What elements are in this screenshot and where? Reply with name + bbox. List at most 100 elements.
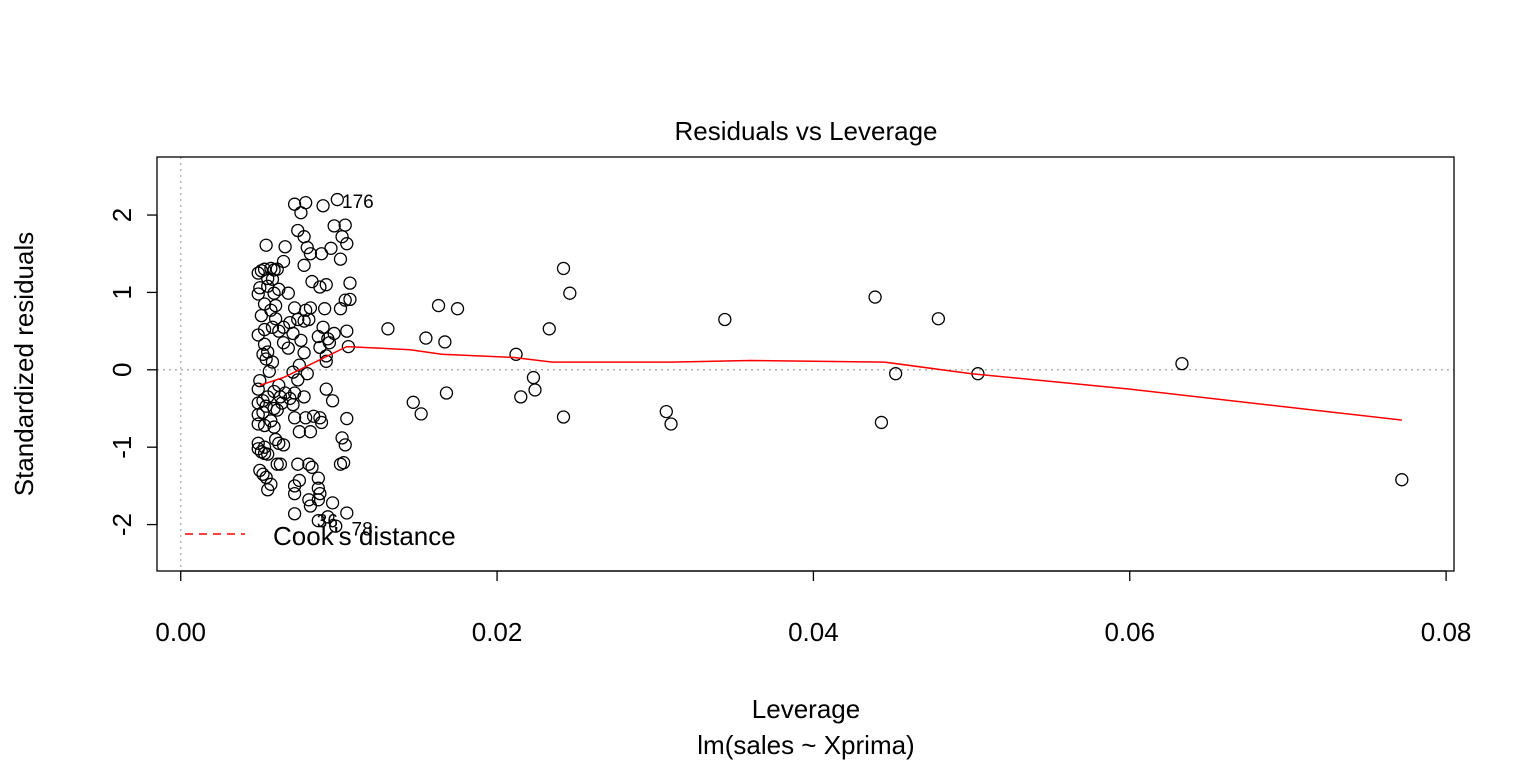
data-point [313, 486, 327, 501]
data-point [419, 331, 433, 345]
data-point [283, 391, 297, 406]
data-point [302, 457, 316, 471]
data-point [268, 298, 283, 313]
y-axis-label: Standardized residuals [9, 232, 39, 497]
data-point [311, 471, 325, 485]
y-tick-label: 1 [107, 285, 137, 299]
data-point [251, 436, 265, 450]
data-point [313, 280, 327, 294]
data-point [254, 308, 269, 323]
data-point [287, 197, 302, 211]
data-point [257, 262, 272, 276]
data-point [287, 486, 302, 501]
data-point [542, 322, 556, 336]
x-axis-label: Leverage [752, 694, 860, 724]
data-point [314, 415, 329, 430]
data-point [302, 493, 316, 507]
data-point [286, 365, 300, 379]
data-point [287, 411, 302, 425]
data-point [319, 382, 333, 396]
data-point [297, 258, 311, 272]
data-point [431, 298, 446, 313]
x-tick-label: 0.08 [1421, 617, 1472, 647]
data-point [335, 431, 349, 445]
data-point [343, 292, 357, 307]
data-point [273, 457, 288, 471]
data-point [300, 367, 314, 381]
data-point [286, 397, 300, 412]
smooth-line [259, 345, 1402, 421]
data-point [265, 355, 280, 369]
data-point [300, 240, 314, 255]
data-point [931, 312, 946, 326]
data-point [291, 312, 305, 327]
data-point [291, 457, 305, 471]
data-point [261, 447, 275, 461]
data-point [259, 238, 273, 252]
data-point [268, 312, 283, 326]
data-point [265, 272, 280, 286]
data-point [261, 483, 275, 497]
data-point [292, 425, 307, 439]
data-point [270, 457, 284, 471]
data-point [305, 460, 319, 474]
data-point [1175, 356, 1189, 371]
data-point [262, 364, 276, 379]
data-point [297, 390, 311, 404]
data-point [381, 322, 395, 336]
data-point [343, 276, 357, 290]
chart-subtitle: lm(sales ~ Xprima) [697, 730, 914, 760]
data-point [333, 252, 348, 266]
point-label-36: 36 [317, 512, 338, 533]
data-point [322, 336, 337, 350]
data-point [664, 417, 678, 431]
data-point [321, 510, 335, 524]
data-point [299, 303, 313, 317]
data-point [276, 254, 291, 269]
data-point [251, 328, 265, 342]
legend-cooks-distance-label: Cook's distance [273, 521, 456, 551]
data-point [276, 438, 291, 452]
data-point [509, 347, 523, 361]
plot-area: 176 36 78 [157, 157, 1454, 571]
data-point [286, 326, 300, 341]
data-point [563, 286, 577, 300]
data-point [261, 390, 275, 404]
data-point [319, 349, 333, 363]
data-point [303, 499, 318, 513]
data-point [287, 301, 302, 315]
data-point [316, 199, 330, 213]
data-point [311, 514, 325, 528]
data-point [319, 278, 333, 292]
data-point [276, 320, 291, 334]
x-axis: 0.00 0.02 0.04 0.06 0.08 [155, 570, 1472, 647]
data-point [253, 463, 267, 478]
data-point [294, 206, 308, 220]
x-tick-label: 0.06 [1104, 617, 1155, 647]
y-tick-label: -1 [107, 436, 137, 459]
data-point [333, 302, 348, 316]
data-point [526, 370, 541, 385]
data-point [718, 312, 732, 327]
data-point [251, 417, 265, 431]
data-point [251, 396, 265, 410]
data-point [338, 438, 352, 452]
data-point [329, 519, 343, 533]
data-point [450, 302, 465, 316]
data-point [340, 411, 354, 426]
data-point [340, 506, 354, 520]
data-point [273, 390, 288, 404]
data-point [316, 320, 330, 334]
data-point [251, 287, 265, 301]
data-point [281, 341, 295, 355]
data-point [313, 340, 327, 355]
data-point [251, 408, 265, 422]
data-point [270, 403, 284, 417]
data-point [414, 407, 428, 421]
data-point [874, 415, 889, 430]
data-point [327, 219, 341, 233]
data-point [287, 479, 302, 493]
data-point [340, 324, 354, 338]
data-point [340, 237, 354, 251]
